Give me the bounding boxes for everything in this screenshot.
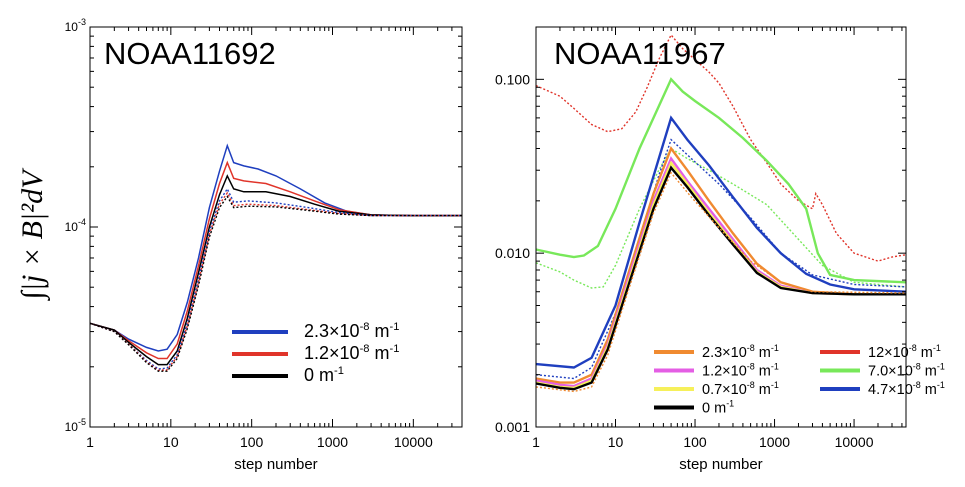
y-tick-label: 10-4 — [65, 217, 86, 234]
x-tick-label: 10000 — [394, 434, 433, 450]
y-ticks: 0.001 0.010 0.100 — [495, 26, 906, 435]
legend-label: 1.2×10-8 m-1 — [702, 362, 779, 380]
legend-label: 1.2×10-8 m-1 — [304, 343, 399, 363]
series-line-2 — [535, 147, 907, 289]
x-axis-label: step number — [234, 456, 317, 473]
legend-label: 12×10-8 m-1 — [868, 343, 941, 361]
legend-label: 2.3×10-8 m-1 — [702, 343, 779, 361]
x-tick-label: 1000 — [317, 434, 348, 450]
x-tick-label: 10 — [608, 434, 624, 450]
plot-frame — [89, 26, 463, 428]
series-line-1 — [535, 77, 907, 284]
series-line-4 — [89, 191, 462, 372]
legend: 2.3×10-8 m-11.2×10-8 m-1 0 m-1 — [232, 321, 399, 385]
x-tick-label: 100 — [240, 434, 264, 450]
legend-label: 0 m-1 — [702, 399, 734, 417]
series-line-0 — [89, 143, 462, 352]
y-tick-label: 0.010 — [495, 245, 530, 261]
y-tick-label: 0.100 — [495, 71, 530, 87]
series-line-3 — [535, 115, 907, 369]
y-tick-label: 10-3 — [65, 17, 86, 34]
y-axis-label: ∫|j × B|²dV — [16, 167, 51, 302]
x-tick-label: 1000 — [759, 434, 790, 450]
series-line-9 — [535, 171, 907, 393]
panel-noaa11692: 1 10 100 1000 10000 10-5 10-4 10-3 NOAA11692 s… — [16, 17, 463, 473]
x-tick-label: 10000 — [835, 434, 874, 450]
legend-label: 7.0×10-8 m-1 — [868, 362, 945, 380]
panel-title: NOAA11967 — [554, 36, 726, 71]
legend-label: 4.7×10-8 m-1 — [868, 380, 945, 398]
plot-frame — [535, 26, 907, 428]
series-line-2 — [89, 174, 462, 366]
x-ticks: 1 10 100 1000 10000 — [86, 27, 463, 450]
legend: 2.3×10-8 m-11.2×10-8 m-10.7×10-8 m-1 0 m… — [654, 343, 945, 417]
y-tick-label: 10-5 — [65, 417, 86, 434]
series-line-4 — [535, 138, 907, 380]
x-tick-label: 1 — [86, 434, 94, 450]
x-tick-label: 100 — [683, 434, 707, 450]
x-tick-label: 1 — [532, 434, 540, 450]
series-line-5 — [89, 195, 462, 372]
panel-title: NOAA11692 — [104, 36, 276, 71]
x-tick-label: 10 — [163, 434, 179, 450]
series-line-8 — [535, 165, 906, 391]
series-group — [535, 33, 907, 393]
x-axis-label: step number — [679, 456, 762, 473]
legend-label: 0.7×10-8 m-1 — [702, 380, 779, 398]
series-group — [89, 143, 462, 372]
series-line-1 — [89, 160, 462, 360]
y-ticks: 10-5 10-4 10-3 — [65, 17, 462, 434]
legend-label: 2.3×10-8 m-1 — [304, 321, 399, 341]
legend-label: 0 m-1 — [304, 365, 344, 385]
panel-noaa11967: 1 10 100 1000 10000 0.001 0.010 0.100 NOAA1196… — [495, 26, 945, 473]
x-ticks: 1 10 100 1000 10000 — [532, 27, 903, 450]
series-line-3 — [89, 187, 462, 370]
y-tick-label: 0.001 — [495, 419, 530, 435]
